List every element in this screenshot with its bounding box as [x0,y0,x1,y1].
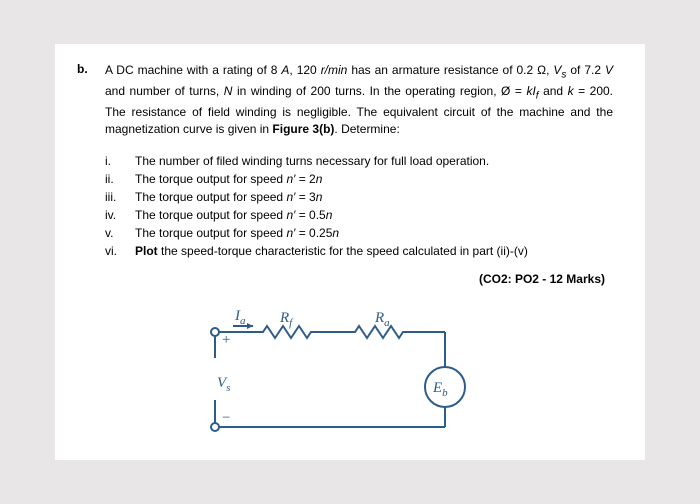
svg-text:Eb: Eb [432,380,448,399]
svg-text:Rf: Rf [279,310,294,329]
list-number: vi. [105,242,135,260]
question-body: A DC machine with a rating of 8 A, 120 r… [105,62,613,139]
svg-text:Ia: Ia [234,308,246,327]
svg-text:−: − [221,410,231,426]
list-body: The torque output for speed n′ = 2n [135,170,613,188]
svg-text:+: + [221,332,231,348]
list-item: iii. The torque output for speed n′ = 3n [105,188,613,206]
list-number: ii. [105,170,135,188]
list-body: The torque output for speed n′ = 0.5n [135,206,613,224]
circuit-diagram: + Ia Rf Ra Eb − Vs [77,302,613,442]
list-number: i. [105,152,135,170]
list-item: ii. The torque output for speed n′ = 2n [105,170,613,188]
question-label: b. [77,62,105,139]
question-row: b. A DC machine with a rating of 8 A, 12… [77,62,613,139]
marks-label: (CO2: PO2 - 12 Marks) [77,272,605,286]
circuit-svg: + Ia Rf Ra Eb − Vs [195,302,495,442]
list-body: Plot the speed-torque characteristic for… [135,242,613,260]
list-item: iv. The torque output for speed n′ = 0.5… [105,206,613,224]
svg-text:Ra: Ra [374,310,390,329]
document-page: b. A DC machine with a rating of 8 A, 12… [55,44,645,461]
list-number: iii. [105,188,135,206]
list-item: i. The number of filed winding turns nec… [105,152,613,170]
list-item: vi. Plot the speed-torque characteristic… [105,242,613,260]
list-body: The number of filed winding turns necess… [135,152,613,170]
svg-text:Vs: Vs [217,375,230,394]
list-body: The torque output for speed n′ = 0.25n [135,224,613,242]
list-number: v. [105,224,135,242]
list-item: v. The torque output for speed n′ = 0.25… [105,224,613,242]
list-number: iv. [105,206,135,224]
list-body: The torque output for speed n′ = 3n [135,188,613,206]
sub-question-list: i. The number of filed winding turns nec… [105,152,613,260]
